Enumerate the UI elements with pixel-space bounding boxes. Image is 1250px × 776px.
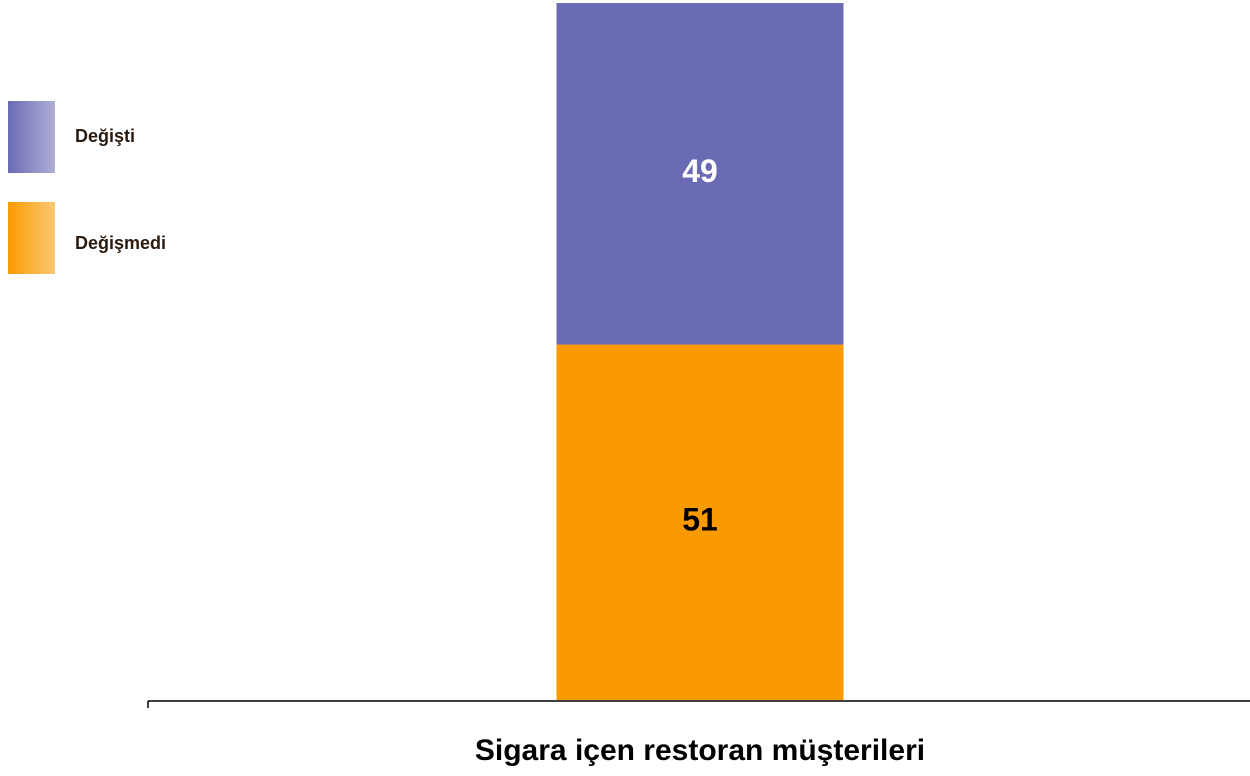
legend-swatch [8,101,55,173]
legend-label: Değişmedi [75,233,166,253]
legend-swatch [8,202,55,274]
value-label: 51 [682,502,718,538]
x-tick-label: Sigara içen restoran müşterileri [475,734,925,767]
bar-segment [556,3,844,345]
bar-segment [556,344,844,700]
legend-label: Değişti [75,126,135,146]
value-label: 49 [682,153,718,189]
